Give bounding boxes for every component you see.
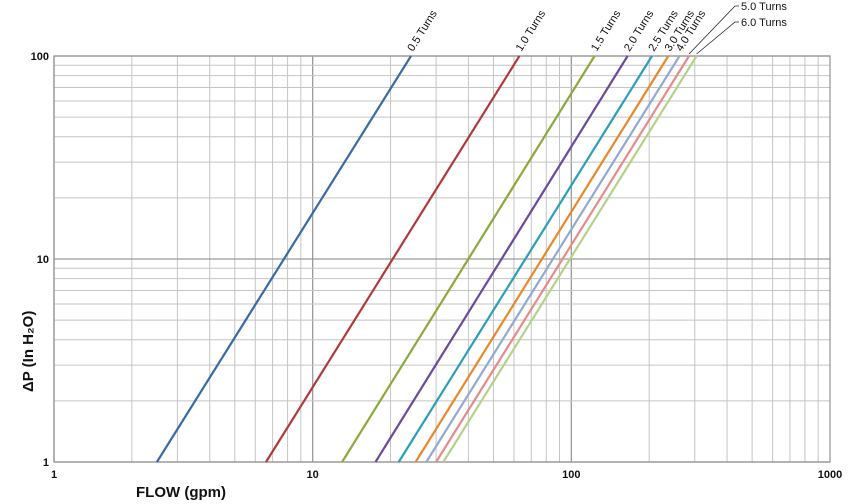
series-line xyxy=(442,55,698,463)
x-tick-label: 1000 xyxy=(818,469,842,481)
y-axis-title: ΔP (In H₂O) xyxy=(20,311,37,392)
series-label: 0.5 Turns xyxy=(405,8,440,54)
y-tick-label: 1 xyxy=(43,457,49,469)
series-line xyxy=(374,55,629,463)
series-leader-line xyxy=(688,5,739,55)
x-tick-labels: 1 10 100 1000 xyxy=(51,469,842,481)
series-label: 1.5 Turns xyxy=(589,8,624,54)
x-tick-label: 10 xyxy=(307,469,319,481)
series-line xyxy=(397,55,653,463)
grid xyxy=(53,55,830,463)
x-tick-label: 100 xyxy=(562,469,580,481)
x-tick-label: 1 xyxy=(51,469,57,481)
y-tick-label: 100 xyxy=(31,51,49,63)
series-label: 6.0 Turns xyxy=(741,17,787,29)
series-line xyxy=(414,55,670,463)
series-line xyxy=(155,55,412,463)
series-label: 5.0 Turns xyxy=(741,1,787,13)
series-lines xyxy=(155,55,698,463)
series-leader-line xyxy=(696,21,739,55)
y-tick-labels: 1 10 100 xyxy=(31,51,49,469)
plot-border xyxy=(53,55,831,463)
series-line xyxy=(435,55,690,463)
series-line xyxy=(265,55,521,463)
series-label: 1.0 Turns xyxy=(514,8,549,54)
series-line xyxy=(425,55,681,463)
series-line xyxy=(341,55,596,463)
x-axis-title: FLOW (gpm) xyxy=(136,484,226,501)
plot-frame xyxy=(53,55,831,463)
y-tick-label: 10 xyxy=(37,254,49,266)
